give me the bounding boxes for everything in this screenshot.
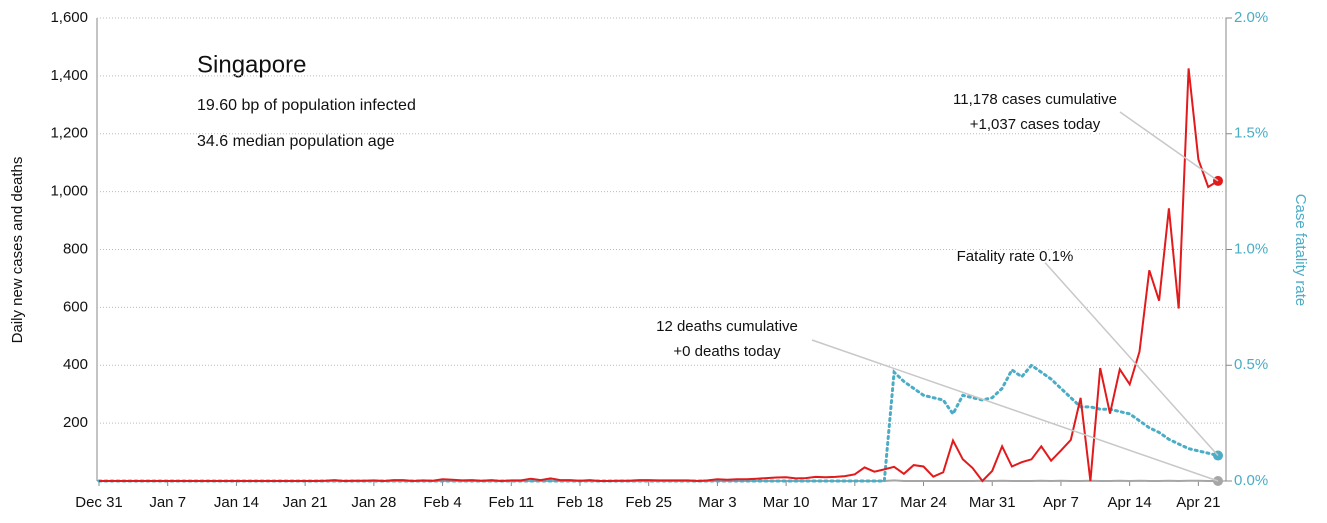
- x-tick-label: Mar 24: [900, 494, 947, 511]
- series-line: [99, 68, 1219, 483]
- x-tick-label: Feb 18: [557, 494, 604, 511]
- x-tick-label: Jan 21: [283, 494, 328, 511]
- x-tick-label: Dec 31: [75, 494, 123, 511]
- x-tick-label: Mar 3: [698, 494, 736, 511]
- annotation: 11,178 cases cumulative: [953, 91, 1117, 108]
- y2-tick-label: 1.0%: [1234, 240, 1268, 257]
- y-tick-label: 800: [63, 240, 88, 257]
- y-tick-label: 200: [63, 414, 88, 431]
- y2-tick-label: 2.0%: [1234, 9, 1268, 26]
- y-tick-label: 1,600: [50, 9, 88, 26]
- subtitle: 19.60 bp of population infected: [197, 97, 416, 114]
- x-tick-label: Apr 7: [1043, 494, 1079, 511]
- y2-axis-label: Case fatality rate: [1292, 194, 1309, 307]
- annotation: +1,037 cases today: [970, 116, 1101, 133]
- x-tick-label: Jan 14: [214, 494, 259, 511]
- y2-tick-label: 1.5%: [1234, 125, 1268, 142]
- x-tick-label: Mar 17: [831, 494, 878, 511]
- x-tick-label: Feb 4: [423, 494, 461, 511]
- chart-title: Singapore: [197, 51, 306, 78]
- y-tick-label: 600: [63, 298, 88, 315]
- y-tick-label: 1,000: [50, 183, 88, 200]
- x-tick-label: Feb 25: [625, 494, 672, 511]
- annotation: 12 deaths cumulative: [656, 318, 798, 335]
- leader-line: [811, 339, 1219, 482]
- y-tick-label: 400: [63, 356, 88, 373]
- x-tick-label: Jan 28: [351, 494, 396, 511]
- y-tick-label: 1,400: [50, 67, 88, 84]
- annotation: Fatality rate 0.1%: [957, 248, 1074, 265]
- y2-tick-label: 0.0%: [1234, 472, 1268, 489]
- y-tick-label: 1,200: [50, 125, 88, 142]
- x-tick-label: Jan 7: [149, 494, 186, 511]
- y-axis-label: Daily new cases and deaths: [9, 157, 26, 344]
- x-tick-label: Apr 14: [1108, 494, 1152, 511]
- x-tick-label: Apr 21: [1176, 494, 1220, 511]
- leader-line: [1039, 256, 1219, 457]
- annotation: +0 deaths today: [673, 343, 781, 360]
- y2-tick-label: 0.5%: [1234, 356, 1268, 373]
- x-tick-label: Feb 11: [488, 494, 534, 511]
- x-tick-label: Mar 10: [763, 494, 810, 511]
- subtitle: 34.6 median population age: [197, 133, 395, 150]
- x-tick-label: Mar 31: [969, 494, 1016, 511]
- leader-line: [1119, 111, 1219, 182]
